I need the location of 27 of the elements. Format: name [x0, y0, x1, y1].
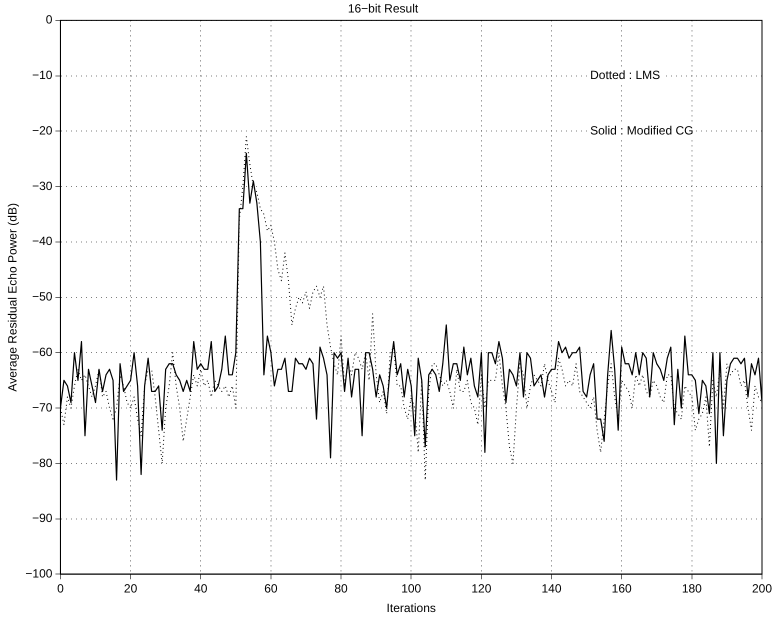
- x-tick-label: 100: [401, 582, 422, 596]
- x-tick-label: 200: [752, 582, 772, 596]
- y-tick-label: −40: [32, 234, 53, 248]
- x-tick-label: 80: [334, 582, 348, 596]
- y-tick-label: −10: [32, 68, 53, 82]
- x-tick-label: 180: [682, 582, 702, 596]
- y-tick-label: −60: [32, 344, 53, 359]
- y-tick-label: −20: [32, 123, 53, 138]
- x-tick-label: 140: [542, 582, 562, 596]
- y-tick-label: −50: [32, 290, 53, 304]
- x-tick-label: 120: [471, 582, 492, 596]
- y-tick-label: −80: [32, 456, 53, 470]
- x-tick-label: 0: [57, 582, 64, 596]
- y-axis-title: Average Residual Echo Power (dB): [6, 203, 20, 392]
- x-tick-label: 20: [124, 582, 138, 596]
- y-tick-label: −90: [32, 511, 53, 526]
- y-tick-label: −100: [25, 566, 53, 581]
- x-axis-title: Iterations: [386, 601, 436, 616]
- x-tick-label: 40: [194, 582, 208, 596]
- annotation: Solid : Modified CG: [590, 123, 694, 138]
- y-tick-label: −70: [32, 400, 53, 414]
- x-tick-label: 160: [612, 582, 632, 596]
- x-tick-label: 60: [264, 582, 278, 596]
- y-tick-label: −30: [32, 178, 53, 193]
- y-tick-label: 0: [46, 12, 53, 27]
- chart-title: 16−bit Result: [348, 2, 419, 16]
- annotation: Dotted : LMS: [590, 68, 660, 82]
